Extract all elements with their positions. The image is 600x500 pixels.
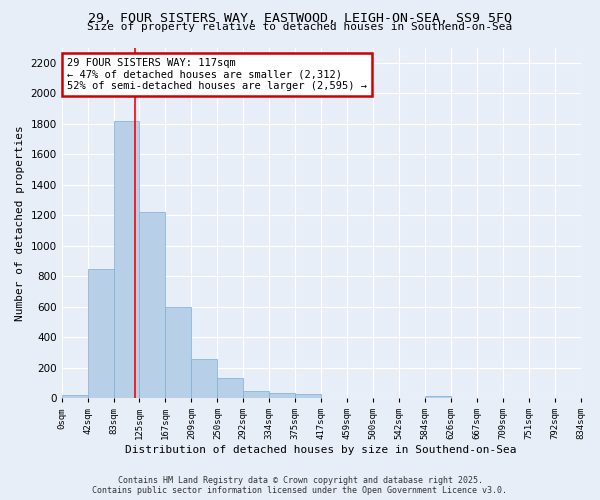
Text: 29, FOUR SISTERS WAY, EASTWOOD, LEIGH-ON-SEA, SS9 5FQ: 29, FOUR SISTERS WAY, EASTWOOD, LEIGH-ON…	[88, 12, 512, 26]
Bar	[139, 212, 166, 398]
Text: Size of property relative to detached houses in Southend-on-Sea: Size of property relative to detached ho…	[88, 22, 512, 32]
Bar	[269, 393, 295, 398]
Bar	[295, 394, 321, 398]
Bar	[113, 120, 139, 398]
Bar	[243, 392, 269, 398]
Y-axis label: Number of detached properties: Number of detached properties	[15, 125, 25, 320]
Text: 29 FOUR SISTERS WAY: 117sqm
← 47% of detached houses are smaller (2,312)
52% of : 29 FOUR SISTERS WAY: 117sqm ← 47% of det…	[67, 58, 367, 91]
Text: Contains HM Land Registry data © Crown copyright and database right 2025.
Contai: Contains HM Land Registry data © Crown c…	[92, 476, 508, 495]
Bar	[166, 308, 191, 398]
Bar	[217, 378, 243, 398]
Bar	[62, 395, 88, 398]
Bar	[191, 359, 217, 398]
Bar	[88, 268, 113, 398]
Bar	[425, 396, 451, 398]
X-axis label: Distribution of detached houses by size in Southend-on-Sea: Distribution of detached houses by size …	[125, 445, 517, 455]
